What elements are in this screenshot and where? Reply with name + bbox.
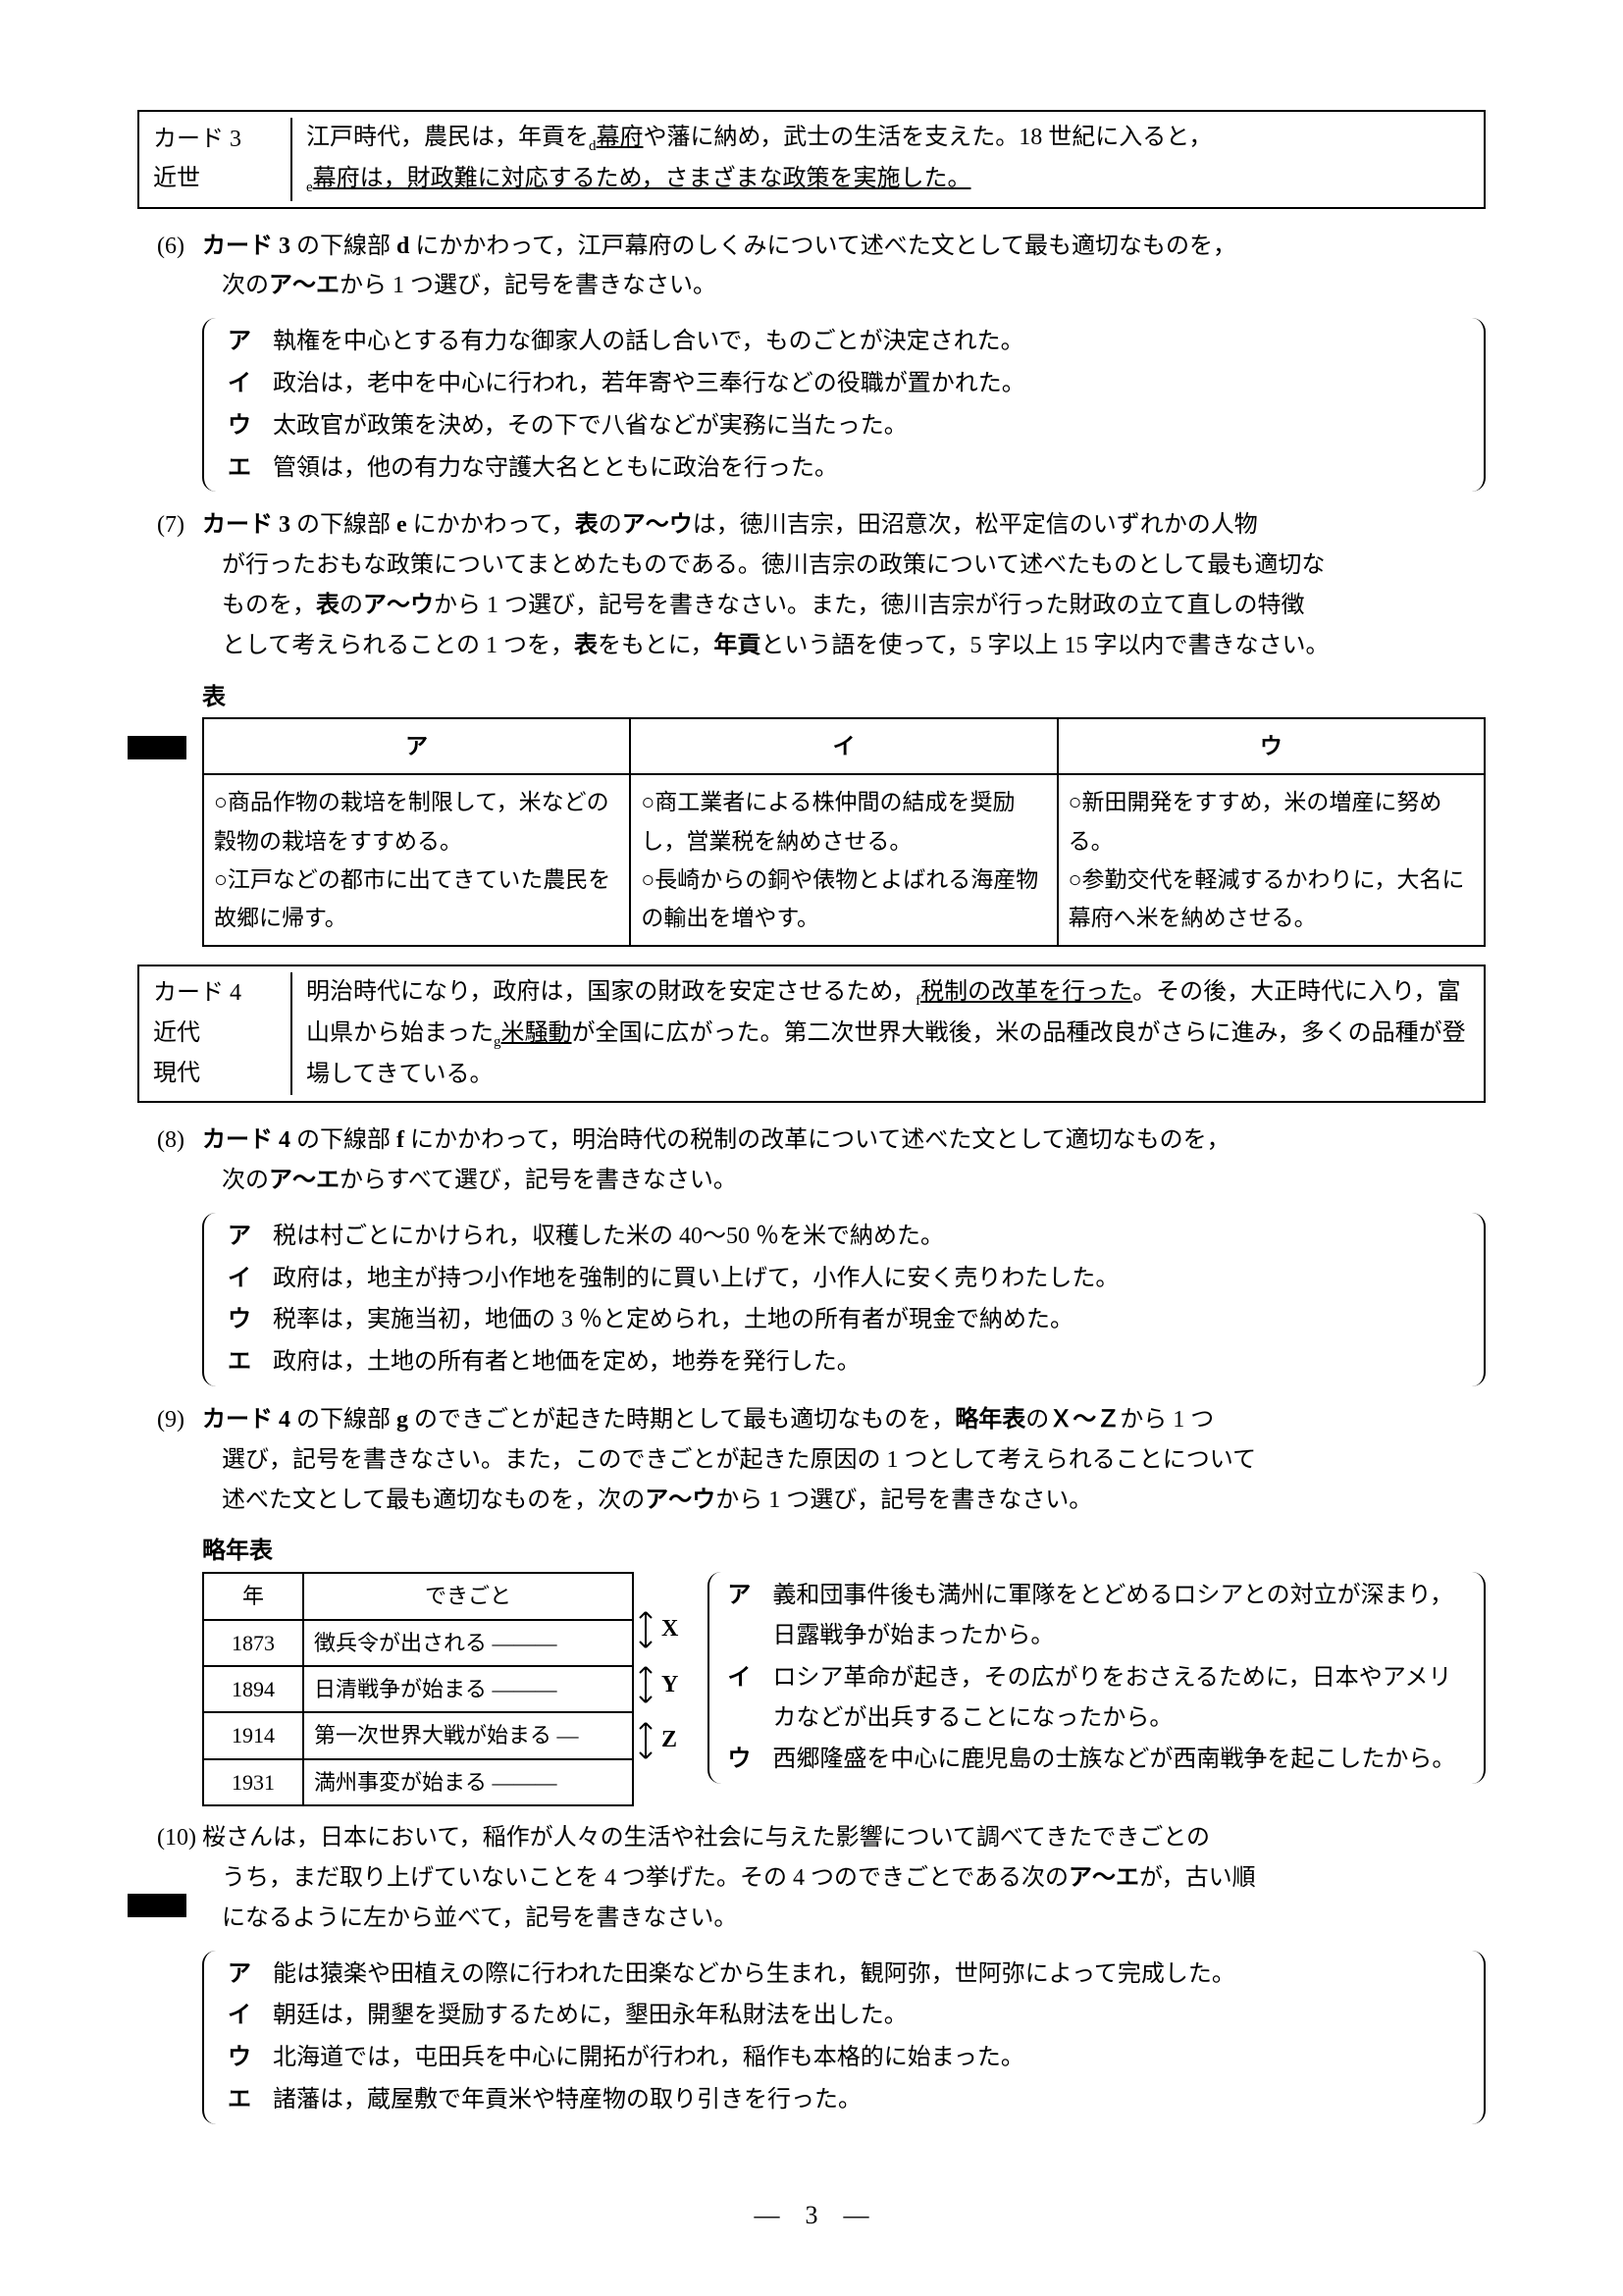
q8: (8)カード 4 の下線部 f にかかわって，明治時代の税制の改革について述べた… <box>157 1121 1486 1201</box>
q10-options: ア能は猿楽や田植えの際に行われた田楽などから生まれ，観阿弥，世阿弥によって完成し… <box>202 1951 1486 2124</box>
q6-stem-a: カード 3 の下線部 d にかかわって，江戸幕府のしくみについて述べた文として最… <box>202 234 1236 259</box>
bracket-icon <box>634 1663 657 1706</box>
q7-num: (7) <box>157 505 202 546</box>
q10: (10)桜さんは，日本において，稲作が人々の生活や社会に与えた影響について調べて… <box>157 1818 1486 1938</box>
card-3-label: カード 3 近世 <box>153 118 292 201</box>
q6-options: ア執権を中心とする有力な御家人の話し合いで，ものごとが決定された。 イ政治は，老… <box>202 318 1486 492</box>
card-3-box: カード 3 近世 江戸時代，農民は，年貢をd幕府や藩に納め，武士の生活を支えた。… <box>137 110 1486 209</box>
q9: (9)カード 4 の下線部 g のできごとが起きた時期として最も適切なものを，略… <box>157 1400 1486 1520</box>
q9-table-label: 略年表 <box>202 1532 1486 1572</box>
card-3-title: カード 3 <box>153 120 281 160</box>
bracket-icon <box>634 1719 657 1762</box>
card-4-label: カード 4 近代 現代 <box>153 972 292 1095</box>
q6-stem-b: 次のア〜エから 1 つ選び，記号を書きなさい。 <box>222 266 1486 306</box>
q9-timeline-table: 年できごと 1873徴兵令が出される ――― 1894日清戦争が始まる ――― … <box>202 1572 634 1806</box>
card-4-box: カード 4 近代 現代 明治時代になり，政府は，国家の財政を安定させるため，f税… <box>137 965 1486 1103</box>
q6-num: (6) <box>157 227 202 267</box>
card-3-era: 近世 <box>153 159 281 199</box>
q9-options: ア義和団事件後も満州に軍隊をとどめるロシアとの対立が深まり，日露戦争が始まったか… <box>707 1572 1486 1784</box>
bracket-icon <box>634 1608 657 1651</box>
card-3-text: 江戸時代，農民は，年貢をd幕府や藩に納め，武士の生活を支えた。18 世紀に入ると… <box>292 118 1470 201</box>
q7-stem-a: カード 3 の下線部 e にかかわって，表のア〜ウは，徳川吉宗，田沼意次，松平定… <box>202 512 1258 538</box>
q7-table: ア イ ウ ○商品作物の栽培を制限して，米などの穀物の栽培をすすめる。 ○江戸な… <box>202 717 1486 946</box>
q8-options: ア税は村ごとにかけられ，収穫した米の 40〜50 ％を米で納めた。 イ政府は，地… <box>202 1213 1486 1386</box>
redaction-mark <box>128 1894 186 1917</box>
q9-body: 年できごと 1873徴兵令が出される ――― 1894日清戦争が始まる ――― … <box>202 1572 1486 1806</box>
q9-xyz-labels: X Y Z <box>634 1572 678 1768</box>
q7-table-label: 表 <box>202 678 1486 718</box>
q6: (6)カード 3 の下線部 d にかかわって，江戸幕府のしくみについて述べた文と… <box>157 227 1486 307</box>
card-4-text: 明治時代になり，政府は，国家の財政を安定させるため，f税制の改革を行った。その後… <box>292 972 1470 1095</box>
redaction-mark <box>128 736 186 759</box>
q7: (7)カード 3 の下線部 e にかかわって，表のア〜ウは，徳川吉宗，田沼意次，… <box>157 505 1486 665</box>
page-number: — 3 — <box>0 2194 1623 2237</box>
